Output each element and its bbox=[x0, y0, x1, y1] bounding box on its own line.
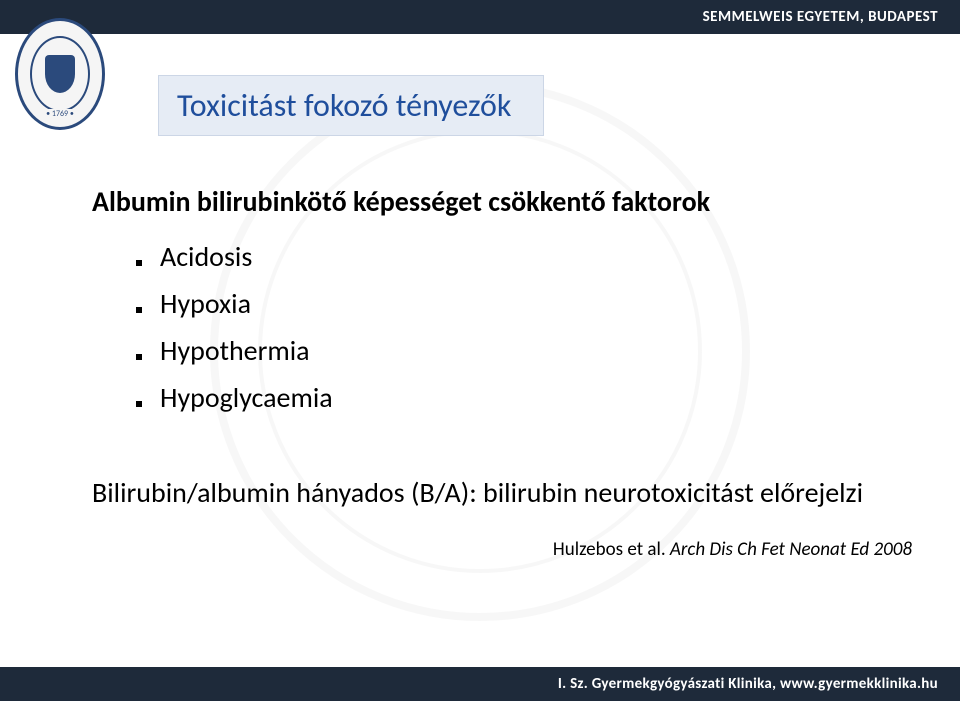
citation-author: Hulzebos et al. bbox=[553, 538, 666, 561]
footer-bar: I. Sz. Gyermekgyógyászati Klinika, www.g… bbox=[0, 667, 960, 701]
slide-title: Toxicitást fokozó tényezők bbox=[177, 86, 511, 125]
slide-content: Toxicitást fokozó tényezők Albumin bilir… bbox=[130, 75, 920, 561]
bullet-text: Acidosis bbox=[160, 239, 252, 274]
slide-subheading: Albumin bilirubinkötő képességet csökken… bbox=[92, 184, 920, 219]
crest-shield-icon bbox=[45, 55, 75, 93]
list-item: Hypothermia bbox=[136, 333, 920, 368]
crest-inner-ring bbox=[30, 36, 90, 112]
citation: Hulzebos et al. Arch Dis Ch Fet Neonat E… bbox=[130, 538, 912, 561]
list-item: Acidosis bbox=[136, 239, 920, 274]
crest-outer-ring: • 1769 • bbox=[15, 18, 105, 130]
crest-year-banner: • 1769 • bbox=[43, 109, 77, 119]
bullet-icon bbox=[136, 354, 142, 360]
bullet-list: Acidosis Hypoxia Hypothermia Hypoglycaem… bbox=[136, 239, 920, 415]
formula-line: Bilirubin/albumin hányados (B/A): biliru… bbox=[92, 475, 920, 510]
university-crest: • 1769 • bbox=[12, 14, 108, 134]
bullet-icon bbox=[136, 260, 142, 266]
bullet-text: Hypothermia bbox=[160, 333, 310, 368]
bullet-text: Hypoglycaemia bbox=[160, 380, 333, 415]
institution-label: SEMMELWEIS EGYETEM, BUDAPEST bbox=[703, 8, 938, 26]
header-bar: SEMMELWEIS EGYETEM, BUDAPEST bbox=[0, 0, 960, 34]
citation-journal: Arch Dis Ch Fet Neonat Ed 2008 bbox=[670, 538, 912, 561]
bullet-text: Hypoxia bbox=[160, 286, 251, 321]
footer-text: I. Sz. Gyermekgyógyászati Klinika, www.g… bbox=[558, 675, 938, 693]
bullet-icon bbox=[136, 307, 142, 313]
list-item: Hypoglycaemia bbox=[136, 380, 920, 415]
bullet-icon bbox=[136, 401, 142, 407]
slide-title-box: Toxicitást fokozó tényezők bbox=[158, 75, 544, 136]
list-item: Hypoxia bbox=[136, 286, 920, 321]
